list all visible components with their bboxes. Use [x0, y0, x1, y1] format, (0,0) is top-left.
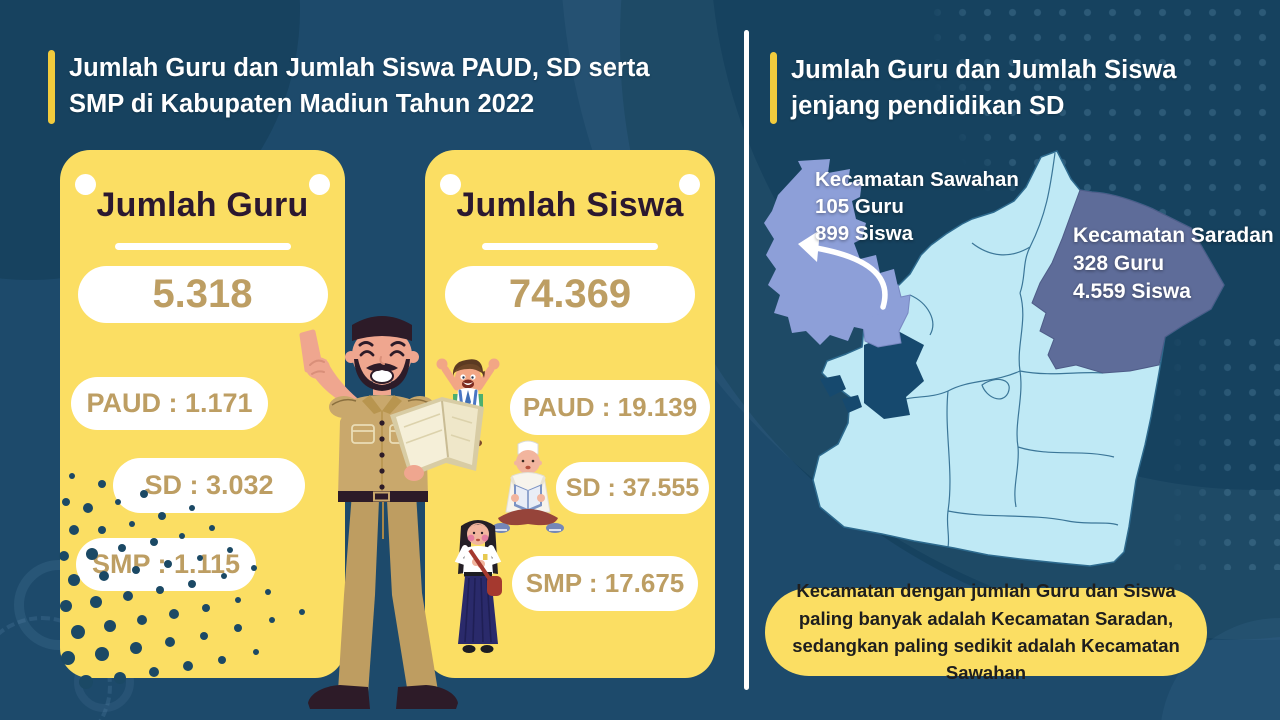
scatter-dots-decor	[59, 473, 305, 689]
left-panel-title: Jumlah Guru dan Jumlah Siswa PAUD, SD se…	[69, 54, 650, 119]
conclusion-note-box: Kecamatan dengan jumlah Guru dan Siswa p…	[765, 580, 1207, 683]
siswa-smp-value: SMP : 17.675	[525, 568, 685, 598]
saradan-name: Kecamatan Saradan	[1073, 224, 1274, 247]
panel-divider	[744, 30, 749, 690]
right-title-block: Jumlah Guru dan Jumlah Siswa jenjang pen…	[770, 52, 1240, 124]
siswa-sd-value: SD : 37.555	[565, 473, 700, 502]
title-underline	[482, 243, 658, 250]
siswa-card: Jumlah Siswa 74.369 PAUD : 19.139 SD : 3…	[425, 150, 715, 678]
saradan-siswa: 4.559 Siswa	[1073, 280, 1191, 303]
map-saradan-district	[1031, 189, 1225, 374]
title-underline	[114, 243, 291, 250]
curved-arrow-icon	[807, 244, 888, 310]
siswa-smp-pill: SMP : 17.675	[512, 556, 698, 611]
guru-total-pill: 5.318	[77, 266, 328, 323]
siswa-paud-value: PAUD : 19.139	[522, 392, 698, 422]
guru-card-title: Jumlah Guru	[96, 186, 309, 224]
sawahan-guru: 105 Guru	[815, 195, 904, 218]
arrowhead-icon	[798, 230, 820, 262]
schoolgirl-illustration	[454, 520, 502, 653]
guru-total-value: 5.318	[152, 272, 253, 316]
sawahan-name: Kecamatan Sawahan	[815, 168, 1019, 191]
saradan-label: Kecamatan Saradan 328 Guru 4.559 Siswa	[1073, 222, 1274, 306]
card-hole-decor	[309, 174, 330, 195]
title-accent-bar	[48, 50, 55, 124]
siswa-total-pill: 74.369	[445, 266, 695, 323]
guru-sd-value: SD : 3.032	[144, 470, 274, 500]
map-dark-district	[864, 331, 924, 419]
sawahan-siswa: 899 Siswa	[815, 222, 914, 245]
guru-sd-pill: SD : 3.032	[113, 458, 305, 513]
siswa-sd-pill: SD : 37.555	[556, 462, 709, 514]
kabupaten-madiun-map	[764, 150, 1225, 567]
siswa-card-title: Jumlah Siswa	[456, 186, 684, 224]
saradan-guru: 328 Guru	[1073, 252, 1165, 275]
conclusion-note-text: Kecamatan dengan jumlah Guru dan Siswa p…	[792, 580, 1180, 684]
right-panel-title: Jumlah Guru dan Jumlah Siswa jenjang pen…	[791, 56, 1177, 121]
card-hole-decor	[440, 174, 461, 195]
title-accent-bar	[770, 52, 777, 124]
guru-paud-value: PAUD : 1.171	[86, 388, 253, 418]
siswa-paud-pill: PAUD : 19.139	[510, 380, 710, 435]
card-hole-decor	[75, 174, 96, 195]
reading-boy-illustration	[492, 440, 564, 533]
card-hole-decor	[679, 174, 700, 195]
pointing-teacher-illustration	[299, 316, 484, 709]
siswa-total-value: 74.369	[508, 272, 632, 316]
sawahan-label: Kecamatan Sawahan 105 Guru 899 Siswa	[815, 166, 1019, 247]
guru-paud-pill: PAUD : 1.171	[71, 377, 268, 430]
left-title-block: Jumlah Guru dan Jumlah Siswa PAUD, SD se…	[48, 50, 728, 124]
guru-card: Jumlah Guru 5.318 PAUD : 1.171 SD : 3.03…	[60, 150, 345, 678]
